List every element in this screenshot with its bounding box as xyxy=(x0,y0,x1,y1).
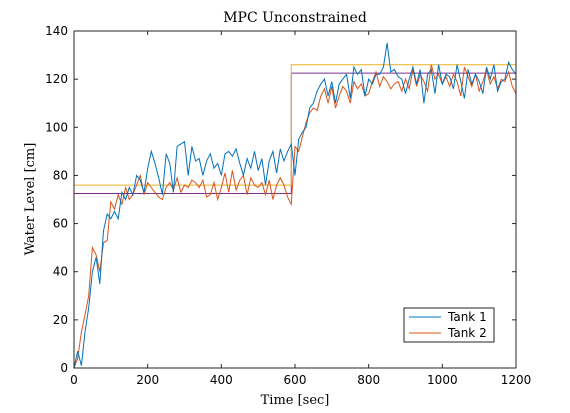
y-tick-label: 120 xyxy=(45,72,68,86)
legend-label-tank-2: Tank 2 xyxy=(447,326,487,340)
legend-box xyxy=(403,307,495,343)
y-tick-label: 20 xyxy=(53,313,68,327)
y-tick-label: 40 xyxy=(53,265,68,279)
y-tick-label: 0 xyxy=(60,361,68,375)
x-tick-label: 600 xyxy=(284,373,307,387)
x-tick-label: 800 xyxy=(357,373,380,387)
x-tick-label: 200 xyxy=(136,373,159,387)
y-axis-label: Water Level [cm] xyxy=(23,143,38,256)
series-line-tank-1 xyxy=(73,42,517,369)
y-tick-label: 100 xyxy=(45,120,68,134)
x-tick-label: 1200 xyxy=(501,373,532,387)
x-tick-label: 1000 xyxy=(427,373,458,387)
x-tick-label: 400 xyxy=(210,373,233,387)
series-line-reference-2 xyxy=(74,64,516,186)
y-tick-label: 140 xyxy=(45,24,68,38)
plot-area xyxy=(73,42,517,369)
y-tick-label: 60 xyxy=(53,217,68,231)
x-axis-label: Time [sec] xyxy=(261,393,330,408)
x-tick-label: 0 xyxy=(70,373,78,387)
axis-ticks: 0 200 400 600 800 1000 1200 0 20 40 60 80 100 120 140 xyxy=(45,24,531,387)
chart-title: MPC Unconstrained xyxy=(223,10,367,26)
legend-label-tank-1: Tank 1 xyxy=(447,310,487,324)
y-tick-label: 80 xyxy=(53,168,68,182)
legend: Tank 1 Tank 2 xyxy=(403,307,495,343)
